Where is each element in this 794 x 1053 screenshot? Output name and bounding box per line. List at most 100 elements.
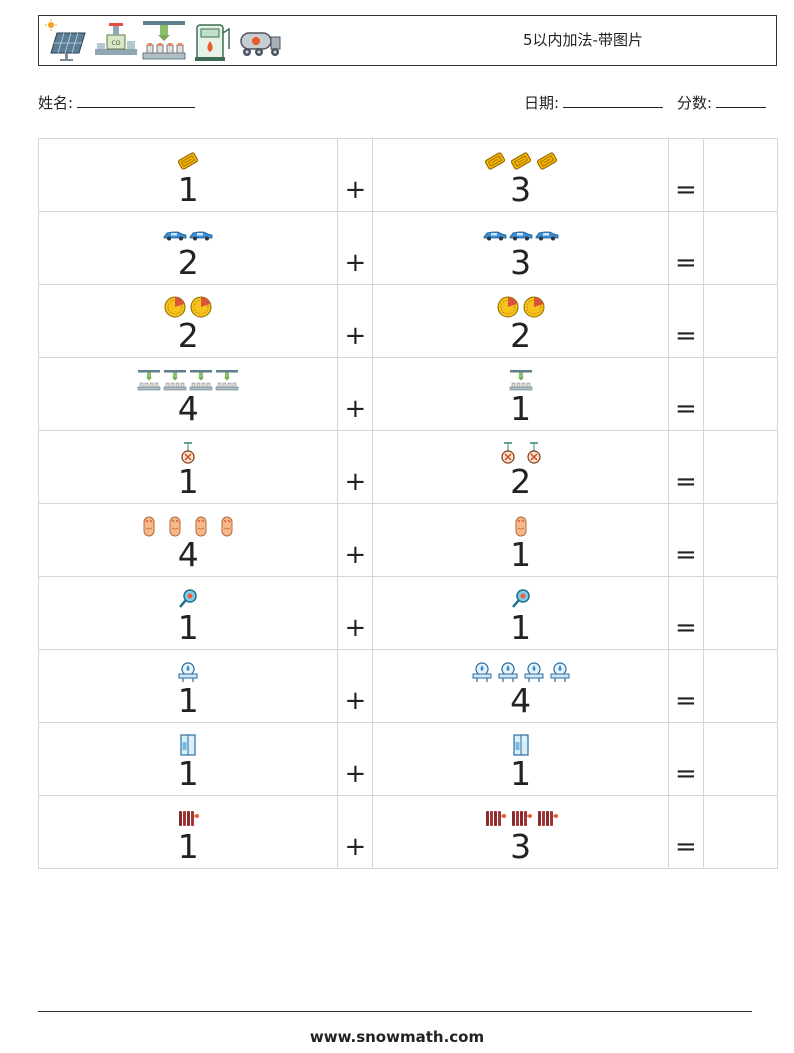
radiator-icon [179,811,200,826]
name-label: 姓名: [38,94,74,112]
answer-cell[interactable] [702,649,779,723]
first-operand-cell: 1 [37,795,339,869]
bottling-machine-icon [215,370,239,391]
hanging-ornament-icon [181,442,195,464]
first-operand-number: 2 [177,243,199,282]
first-operand-cell: 2 [37,284,339,358]
water-heater-icon [524,662,544,682]
operand-icons [39,149,337,175]
equals-sign: = [674,540,697,570]
name-blank[interactable] [77,93,196,108]
second-operand-cell: 1 [372,722,669,796]
date-blank[interactable] [563,93,664,108]
equals-sign-cell: = [667,430,704,504]
equals-sign-cell: = [667,649,704,723]
answer-cell[interactable] [702,357,779,431]
magnifier-icon [511,589,530,608]
ticket-icon [484,152,505,170]
equals-sign-cell: = [667,795,704,869]
equals-sign-cell: = [667,576,704,650]
plus-sign-cell: + [337,284,374,358]
second-operand-cell: 2 [372,284,669,358]
first-operand-cell: 1 [37,722,339,796]
svg-text:CO: CO [112,40,121,47]
first-operand-number: 1 [177,827,199,866]
plus-sign: + [344,686,367,716]
plus-sign: + [344,175,367,205]
first-operand-number: 4 [177,535,199,574]
operand-icons [39,295,337,321]
operand-icons [39,806,337,832]
answer-cell[interactable] [702,211,779,285]
plus-sign-cell: + [337,211,374,285]
ticket-icon [178,152,199,170]
second-operand-number: 2 [510,462,532,501]
hanging-ornament-icon [501,442,515,464]
answer-cell[interactable] [702,503,779,577]
plus-sign: + [344,540,367,570]
answer-cell[interactable] [702,795,779,869]
answer-cell[interactable] [702,430,779,504]
solar-panel-icon [45,19,86,61]
gas-pump-icon [195,24,230,61]
score-blank[interactable] [716,93,767,108]
answer-cell[interactable] [702,576,779,650]
score-label: 分数: [677,94,713,112]
first-operand-number: 1 [177,754,199,793]
operand-icons [39,514,337,540]
second-operand-number: 4 [510,681,532,720]
second-operand-number: 1 [510,754,532,793]
plus-sign: + [344,759,367,789]
radiator-icon [537,811,558,826]
operand-icons [373,295,667,321]
shower-door-icon [513,734,529,756]
bottling-machine-icon [163,370,187,391]
equals-sign: = [674,759,697,789]
co2-pipeline-icon: CO [95,23,137,55]
plus-sign-cell: + [337,357,374,431]
second-operand-cell: 1 [372,576,669,650]
answer-cell[interactable] [702,722,779,796]
header-icons: CO [45,19,283,63]
footer-url: www.snowmath.com [309,1028,485,1046]
equals-sign: = [674,394,697,424]
first-operand-cell: 4 [37,357,339,431]
answer-cell[interactable] [702,138,779,212]
pie-gauge-icon [164,296,186,318]
problem-row: 1 +3 = [37,795,779,869]
car-icon [189,231,213,241]
problem-row: 1 +4 = [37,649,779,723]
footer-divider [38,1011,752,1012]
equals-sign: = [674,175,697,205]
first-operand-number: 4 [177,389,199,428]
problem-row: 4 +1 = [37,357,779,431]
problem-row: 4 +1 = [37,503,779,577]
plus-sign: + [344,321,367,351]
operand-icons [39,222,337,248]
second-operand-number: 3 [510,827,532,866]
water-heater-icon [178,662,198,682]
second-operand-cell: 3 [372,211,669,285]
second-operand-cell: 3 [372,795,669,869]
pie-gauge-icon [497,296,519,318]
bottling-machine-icon [137,370,161,391]
second-operand-cell: 2 [372,430,669,504]
operand-icons [373,733,667,759]
ticket-icon [510,152,531,170]
problem-row: 1 +1 = [37,576,779,650]
equals-sign-cell: = [667,357,704,431]
equals-sign-cell: = [667,503,704,577]
second-operand-number: 3 [510,170,532,209]
operand-icons [373,441,667,467]
operand-icons [373,222,667,248]
sausage-icon [221,516,233,537]
bottling-machine-icon [142,21,186,60]
pie-gauge-icon [190,296,212,318]
answer-cell[interactable] [702,284,779,358]
first-operand-cell: 1 [37,576,339,650]
first-operand-cell: 1 [37,138,339,212]
first-operand-number: 2 [177,316,199,355]
operand-icons [373,368,667,394]
second-operand-number: 2 [510,316,532,355]
problem-row: 1 +2 = [37,430,779,504]
